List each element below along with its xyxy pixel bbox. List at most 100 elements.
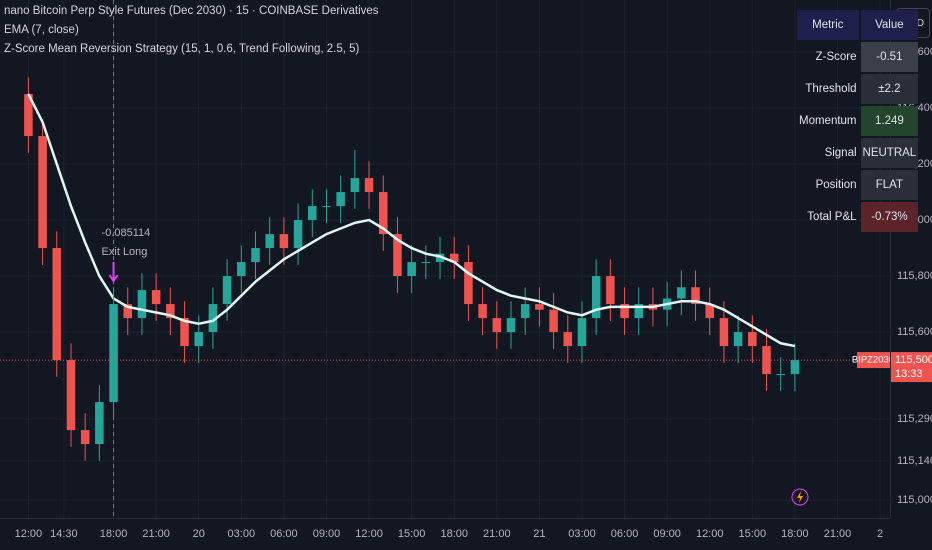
price-tag — [891, 352, 932, 383]
x-tick-label: 09:00 — [313, 528, 341, 540]
x-tick-label: 14:30 — [50, 528, 78, 540]
y-tick-label: 115,140 — [897, 455, 932, 467]
x-tick-label: 06:00 — [270, 528, 298, 540]
value-cell: NEUTRAL — [860, 138, 919, 168]
x-tick-label: 03:00 — [568, 528, 596, 540]
value-cell: -0.73% — [860, 202, 919, 232]
candle-body — [279, 234, 289, 249]
candle-body — [606, 276, 615, 305]
candle-body — [80, 430, 90, 445]
value-cell: -0.51 — [860, 42, 919, 72]
candle-body — [336, 192, 345, 207]
candle-body — [237, 262, 246, 277]
metric-cell: Z-Score — [815, 51, 857, 63]
exit-arrow — [108, 262, 119, 283]
candle-body — [563, 332, 573, 347]
candle-body — [719, 318, 729, 347]
x-tick-label: 12:00 — [15, 528, 43, 540]
y-tick-label: 115,000 — [897, 494, 932, 506]
candle-body — [407, 262, 416, 277]
x-tick-label: 21:00 — [483, 528, 511, 540]
x-tick-label: 18:00 — [781, 528, 809, 540]
candle-body — [520, 304, 530, 319]
candle-body — [322, 206, 331, 208]
y-tick-label: 115,600 — [897, 326, 932, 338]
candle-body — [776, 374, 785, 376]
x-tick-label: 12:00 — [355, 528, 383, 540]
metric-cell: Threshold — [805, 83, 857, 95]
candle-body — [464, 262, 473, 305]
candle-body — [691, 287, 700, 305]
candle-body — [293, 220, 303, 249]
candle-body — [24, 94, 33, 137]
candle-body — [95, 402, 104, 445]
annotation-value: -0.085114 — [102, 227, 151, 239]
price-tag-text: 115,500 — [895, 354, 932, 366]
symbol-tag — [857, 352, 890, 369]
table-row: Threshold ±2.2 — [797, 74, 919, 104]
candle-body — [222, 276, 232, 305]
candle-body — [38, 136, 47, 249]
candle-body — [634, 304, 644, 319]
candle-body — [52, 248, 62, 361]
value-cell: 1.249 — [860, 106, 919, 136]
x-tick-label: 21 — [533, 528, 545, 540]
candle-body — [435, 253, 445, 263]
x-tick-label: 12:00 — [696, 528, 724, 540]
y-tick-label: 115,290 — [897, 413, 932, 425]
candle-body — [350, 178, 360, 193]
candle-body — [421, 262, 431, 264]
x-tick-label: 15:00 — [739, 528, 767, 540]
symbol-tag-text: BIPZ2030 — [852, 355, 894, 366]
candle-body — [492, 318, 502, 333]
y-tick-label: 115,800 — [897, 270, 932, 282]
indicator-legend[interactable]: EMA (7, close) — [4, 24, 79, 36]
candle-body — [733, 332, 743, 347]
mean-line — [27, 93, 796, 348]
annotation-text: Exit Long — [102, 246, 148, 258]
candle-body — [591, 276, 601, 319]
table-row: Total P&L -0.73% — [797, 202, 919, 232]
candle-body — [393, 234, 402, 277]
metrics-table: Metric Value Z-Score -0.51 Threshold ±2.2 Mome… — [795, 8, 920, 234]
candle-body — [705, 304, 714, 319]
candle-body — [790, 360, 800, 375]
metric-cell: Position — [815, 179, 857, 191]
header-cell: Value — [860, 10, 919, 40]
value-cell: ±2.2 — [860, 74, 919, 104]
candle-body — [66, 360, 76, 431]
value-cell: FLAT — [860, 170, 919, 200]
candle-body — [208, 304, 218, 333]
lightning-icon[interactable] — [791, 488, 809, 506]
x-tick-label: 15:00 — [398, 528, 426, 540]
x-tick-label: 20 — [193, 528, 205, 540]
indicator-legend[interactable]: Z-Score Mean Reversion Strategy (15, 1, … — [4, 43, 360, 55]
metric-cell: Total P&L — [807, 211, 857, 223]
candle-body — [308, 206, 317, 221]
x-tick-label: 2 — [877, 528, 883, 540]
candle-body — [137, 290, 147, 319]
candle-body — [577, 318, 587, 347]
candle-body — [506, 318, 516, 333]
table-row: Signal NEUTRAL — [797, 138, 919, 168]
candle-body — [535, 304, 544, 310]
candle-body — [620, 304, 629, 319]
x-tick-label: 03:00 — [228, 528, 256, 540]
candle-body — [151, 290, 161, 305]
candle-body — [166, 304, 175, 319]
x-tick-label: 18:00 — [440, 528, 468, 540]
candle-body — [762, 346, 771, 375]
table-row: Momentum 1.249 — [797, 106, 919, 136]
x-tick-label: 06:00 — [611, 528, 639, 540]
x-tick-label: 21:00 — [142, 528, 170, 540]
x-tick-label: 09:00 — [653, 528, 681, 540]
metric-cell: Signal — [824, 147, 857, 159]
candle-body — [364, 178, 374, 193]
candle-body — [748, 332, 757, 347]
countdown-text: 13:33 — [895, 368, 923, 380]
candle-body — [549, 309, 558, 333]
candle-body — [378, 192, 388, 235]
candle-body — [265, 234, 274, 249]
